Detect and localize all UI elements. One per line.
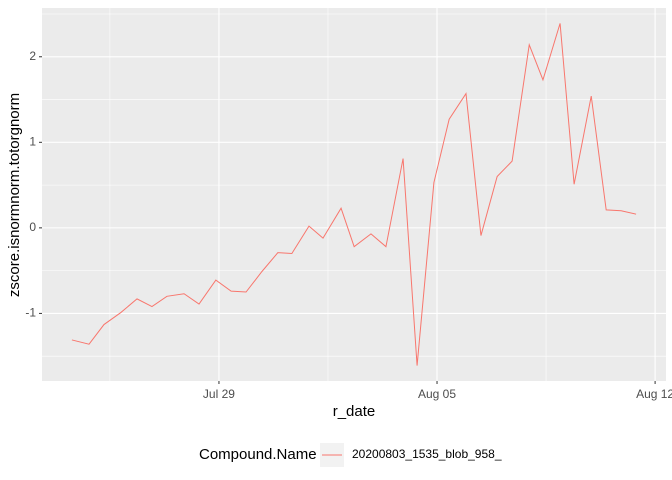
grid [42, 8, 666, 381]
x-tick-label: Aug 05 [418, 387, 456, 401]
y-axis-title: zscore.isnormnorm.totorgnorm [6, 93, 23, 297]
legend-label: 20200803_1535_blob_958_ [352, 447, 502, 461]
marks [71, 23, 637, 366]
x-tick-label: Aug 12 [636, 387, 672, 401]
legend: 20200803_1535_blob_958_ [322, 447, 502, 461]
panel-background [42, 8, 666, 381]
y-tick-label: 0 [29, 220, 36, 234]
y-tick-label: -1 [25, 306, 36, 320]
legend-title: Compound.Name [199, 446, 317, 463]
series-line [71, 23, 637, 366]
y-tick-label: 1 [29, 134, 36, 148]
x-axis-title: r_date [333, 403, 376, 420]
y-tick-label: 2 [29, 49, 36, 63]
x-tick-label: Jul 29 [203, 387, 235, 401]
